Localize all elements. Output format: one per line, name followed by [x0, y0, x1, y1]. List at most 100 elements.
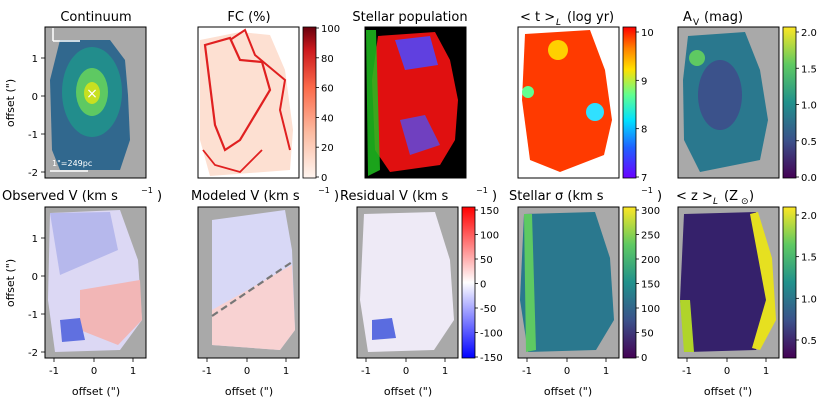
- panel-metal: [677, 206, 780, 359]
- xtick-label-res_v-0: -1: [361, 366, 371, 377]
- cbar-label-fc-3: 40: [321, 113, 334, 124]
- obs-v-approach: [50, 212, 118, 275]
- cbar-label-age-2: 8: [641, 125, 647, 136]
- cbar-label-sigma-2: 200: [641, 255, 660, 266]
- cbar-label-av-4: 0.0: [801, 173, 817, 184]
- colorbar-fc: [302, 26, 317, 179]
- cbar-label-fc-1: 80: [321, 54, 334, 65]
- metal-yellow-edge: [750, 212, 776, 350]
- fc-contour-3: [202, 149, 263, 174]
- xtick-label-metal-2: 1: [763, 366, 769, 377]
- cbar-label-res_v-0: 150: [480, 206, 499, 217]
- panel-obs-v: [44, 206, 147, 359]
- panel-continuum: × 1"=249pc: [44, 26, 147, 179]
- cbar-label-age-1: 9: [641, 76, 647, 87]
- xtick-label-res_v-2: 1: [442, 366, 448, 377]
- res-v-map: [360, 212, 454, 352]
- continuum-peak: [84, 82, 100, 104]
- title-metal: < z > L (Z ⊙ ): [676, 189, 754, 207]
- av-high-patch: [689, 50, 705, 66]
- title-metal-sub: L: [713, 197, 718, 207]
- title-obs-v-main: Observed V (km s: [2, 189, 118, 204]
- cbar-label-fc-4: 20: [321, 143, 334, 154]
- cbar-label-sigma-4: 100: [641, 304, 660, 315]
- xlabel-5: offset ("): [704, 385, 752, 398]
- xlabel-4: offset ("): [544, 385, 592, 398]
- colorbar-age: [622, 26, 637, 179]
- obs-v-recede: [80, 280, 142, 345]
- xtick-label-sigma-0: -1: [522, 366, 532, 377]
- panel-mod-v: [197, 206, 300, 359]
- title-av-sub: V: [693, 18, 700, 28]
- stellar-pop-blue-region: [395, 36, 438, 70]
- av-low-region: [698, 60, 742, 130]
- ytick-label-continuum-2: -1: [28, 130, 38, 141]
- colorbar-sigma: [622, 206, 637, 359]
- title-res-v: Residual V (km s −1 ): [340, 186, 497, 204]
- title-age-unit: (log yr): [567, 10, 614, 25]
- cbar-label-av-2: 1.0: [801, 101, 817, 112]
- mod-v-red-side: [212, 265, 295, 350]
- xlabel-2: offset ("): [225, 385, 273, 398]
- title-fc: FC (%): [227, 10, 270, 25]
- title-mod-v: Modeled V (km s −1 ): [191, 186, 339, 204]
- xtick-label-mod_v-0: -1: [202, 366, 212, 377]
- cbar-label-fc-2: 60: [321, 84, 334, 95]
- age-yellow-patch: [548, 40, 568, 60]
- title-mod-v-close: ): [334, 189, 339, 204]
- title-metal-close: ): [749, 189, 754, 204]
- colorbar-res-v: [461, 206, 476, 359]
- xtick-label-sigma-2: 1: [603, 366, 609, 377]
- title-sigma-main: Stellar σ (km s: [509, 189, 604, 204]
- title-metal-sun: ⊙: [741, 197, 749, 207]
- age-map: [522, 30, 612, 172]
- title-sigma-close: ): [657, 189, 662, 204]
- cbar-label-sigma-5: 50: [641, 329, 654, 340]
- cbar-label-res_v-1: 100: [480, 231, 499, 242]
- panel-stellar-pop: [364, 26, 467, 179]
- cbar-label-metal-1: 1.5: [801, 253, 817, 264]
- title-metal-main: < z >: [676, 189, 713, 204]
- ylabel-top: offset ("): [4, 79, 17, 127]
- title-av-unit: (mag): [704, 10, 743, 25]
- title-res-v-close: ): [492, 189, 497, 204]
- ytick-label-continuum-3: -2: [28, 168, 38, 179]
- cbar-label-age-0: 10: [641, 28, 654, 39]
- panel-fc: [197, 26, 300, 179]
- title-age: < t > L (log yr): [520, 10, 614, 28]
- colorbar-av: [782, 26, 797, 179]
- panel-res-v: [356, 206, 459, 359]
- title-stellar-pop: Stellar population: [352, 10, 467, 25]
- title-obs-v: Observed V (km s −1 ): [2, 186, 162, 204]
- ytick-label-continuum-0: 1: [32, 54, 38, 65]
- title-sigma: Stellar σ (km s −1 ): [509, 186, 662, 204]
- cbar-label-res_v-3: 0: [480, 280, 486, 291]
- cbar-label-sigma-6: 0: [641, 353, 647, 364]
- cbar-label-metal-0: 2.0: [801, 211, 817, 222]
- tick-layer: 10-1-210-1-2-1 0 1 -1 0 1 -1 0 1 -1 0 1 -1 0 110080604…: [28, 24, 817, 377]
- cbar-label-av-1: 1.5: [801, 64, 817, 75]
- title-continuum: Continuum: [60, 10, 131, 25]
- xtick-label-metal-1: 0: [724, 366, 730, 377]
- cbar-label-res_v-4: -50: [480, 304, 496, 315]
- cbar-label-metal-2: 1.0: [801, 294, 817, 305]
- stellar-pop-map: [372, 32, 458, 172]
- age-green-patch: [522, 86, 534, 98]
- stellar-pop-green-edge: [366, 30, 380, 176]
- title-sigma-exp: −1: [641, 186, 653, 195]
- metal-left-edge: [680, 300, 694, 352]
- title-age-sub: L: [556, 18, 561, 28]
- cbar-label-metal-3: 0.5: [801, 336, 817, 347]
- cbar-label-fc-0: 100: [321, 24, 340, 35]
- title-age-main: < t >: [520, 10, 555, 25]
- title-obs-v-close: ): [157, 189, 162, 204]
- xtick-label-obs_v-2: 1: [130, 366, 136, 377]
- cbar-label-age-3: 7: [641, 173, 647, 184]
- fc-contour-1: [203, 36, 272, 152]
- cbar-label-sigma-3: 150: [641, 280, 660, 291]
- metal-map: [680, 212, 774, 352]
- ytick-label-obs_v-1: 0: [32, 272, 38, 283]
- title-res-v-exp: −1: [476, 186, 488, 195]
- cbar-label-fc-5: 0: [321, 173, 327, 184]
